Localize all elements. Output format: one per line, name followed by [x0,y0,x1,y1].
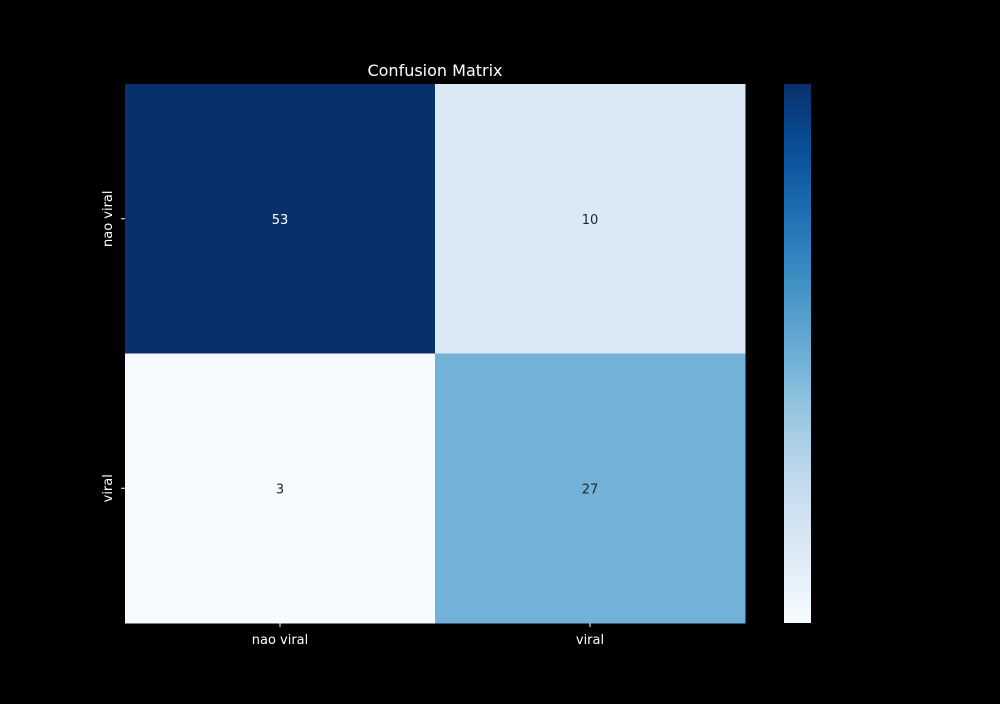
heatmap-cell-r0-c0 [125,84,436,354]
heatmap-cells: 53 10 3 27 [125,84,746,624]
heatmap-cell-r0-c1 [435,84,746,354]
x-tick-label-0: nao viral [252,633,309,648]
cell-value-label-r1-c1: 27 [582,482,599,497]
colorbar [784,84,811,623]
cell-value-label-r1-c0: 3 [276,482,284,497]
y-tick-label-0: nao viral [101,190,116,247]
heatmap-cell-r1-c1 [435,353,746,624]
cell-value-label-r0-c1: 10 [582,213,599,228]
heatmap-axes: nao viral viral nao viral viral [101,190,604,648]
y-tick-label-1: viral [101,474,116,502]
chart-title: Confusion Matrix [367,61,502,80]
heatmap-cell-r1-c0 [125,353,436,624]
cell-value-label-r0-c0: 53 [272,213,289,228]
x-tick-label-1: viral [576,633,604,648]
colorbar-gradient [784,84,811,623]
